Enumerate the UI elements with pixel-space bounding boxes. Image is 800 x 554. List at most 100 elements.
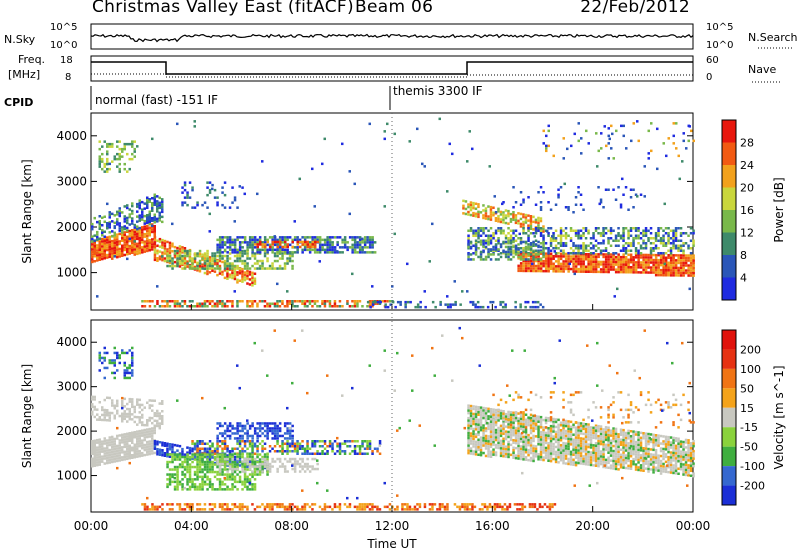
power-cell xyxy=(108,145,111,148)
power-cell xyxy=(166,248,169,251)
power-cell xyxy=(323,305,327,308)
velocity-cell xyxy=(236,442,239,445)
velocity-cell xyxy=(158,451,162,454)
power-cell xyxy=(156,300,159,303)
power-cell xyxy=(597,253,600,256)
power-cell xyxy=(231,271,234,275)
velocity-cell xyxy=(248,453,252,456)
power-cell xyxy=(368,302,372,305)
power-cell xyxy=(331,248,334,252)
power-cell xyxy=(233,251,237,254)
power-cell xyxy=(236,271,239,274)
power-cell xyxy=(474,303,477,306)
power-cell xyxy=(474,253,478,256)
power-cell xyxy=(634,237,638,240)
velocity-cell xyxy=(103,416,106,419)
velocity-cell xyxy=(98,438,101,441)
freq-label: Freq. xyxy=(18,53,45,66)
power-cell xyxy=(559,252,563,256)
power-cell xyxy=(527,227,530,230)
power-cell xyxy=(233,196,237,199)
power-cell xyxy=(674,271,678,275)
velocity-cell xyxy=(296,460,299,463)
power-cell xyxy=(226,270,229,273)
power-cell xyxy=(93,245,96,248)
power-cell xyxy=(469,201,473,204)
velocity-cell xyxy=(261,432,264,435)
power-cell xyxy=(497,237,500,240)
power-cell xyxy=(143,219,146,223)
power-cell xyxy=(228,267,232,270)
power-cell xyxy=(634,249,638,252)
power-cell xyxy=(527,253,530,256)
velocity-cell xyxy=(128,437,131,440)
velocity-cell xyxy=(198,447,202,450)
velocity-cell xyxy=(161,503,164,506)
power-cell xyxy=(346,300,349,303)
power-cell xyxy=(679,261,683,265)
velocity-cell xyxy=(238,478,242,481)
power-cell xyxy=(597,227,600,230)
velocity-cell xyxy=(201,480,204,484)
power-cell xyxy=(532,240,535,244)
power-cell xyxy=(273,302,277,305)
power-cell xyxy=(269,245,272,249)
power-cell xyxy=(539,264,543,268)
power-cell xyxy=(198,270,202,273)
power-cell xyxy=(642,239,645,242)
power-cell xyxy=(672,261,675,265)
power-cell xyxy=(211,259,214,262)
velocity-cell xyxy=(498,505,502,509)
power-cell xyxy=(667,269,670,272)
power-cell xyxy=(333,251,337,254)
power-cell xyxy=(579,244,583,247)
power-cell xyxy=(607,242,610,245)
velocity-cell xyxy=(116,354,119,357)
velocity-cell xyxy=(178,458,182,461)
power-cell xyxy=(489,205,493,209)
power-cell xyxy=(419,305,422,309)
velocity-cell xyxy=(133,448,136,451)
power-cell xyxy=(116,157,119,161)
velocity-cell xyxy=(203,442,207,445)
power-cell xyxy=(358,236,362,239)
power-cell xyxy=(293,238,297,242)
velocity-cell xyxy=(146,505,149,509)
power-cell xyxy=(223,267,227,270)
velocity-cell xyxy=(158,417,161,420)
power-cell xyxy=(602,249,605,252)
power-cell xyxy=(487,205,490,208)
velocity-cell xyxy=(246,460,249,463)
power-cell xyxy=(203,256,207,260)
power-cell xyxy=(423,165,426,168)
velocity-cell xyxy=(466,503,469,506)
power-cell xyxy=(156,205,159,208)
power-cell xyxy=(672,234,675,237)
power-cell xyxy=(534,300,537,304)
power-cell xyxy=(647,266,650,269)
power-cell xyxy=(684,232,688,235)
power-cell xyxy=(677,271,680,275)
power-cell xyxy=(228,238,232,242)
power-cell xyxy=(96,259,99,262)
power-cell xyxy=(186,305,189,308)
velocity-cell xyxy=(241,447,244,450)
velocity-cell xyxy=(211,485,214,489)
velocity-cell xyxy=(468,508,472,511)
velocity-cell xyxy=(253,429,257,433)
power-cell xyxy=(652,261,655,264)
velocity-cell xyxy=(188,488,192,491)
velocity-cell xyxy=(361,505,364,509)
power-cell xyxy=(111,160,114,163)
power-cell xyxy=(612,239,615,242)
power-cell xyxy=(228,262,232,265)
power-cell xyxy=(131,244,134,247)
velocity-cell xyxy=(363,505,367,509)
velocity-cell xyxy=(106,439,109,442)
velocity-cell xyxy=(228,450,232,453)
power-cell xyxy=(502,216,505,219)
velocity-cell xyxy=(126,369,129,372)
power-cell xyxy=(597,247,600,250)
power-cell xyxy=(522,220,525,224)
power-cell xyxy=(178,257,182,260)
